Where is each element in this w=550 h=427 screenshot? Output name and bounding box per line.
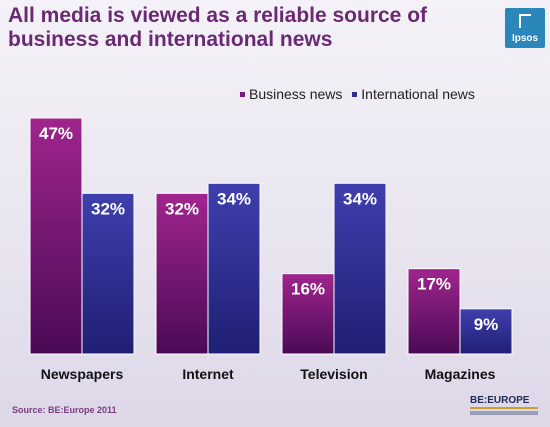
ipsos-logo-mark-icon [519,14,531,28]
bar-label-international-internet: 34% [217,189,251,208]
be-europe-logo-text: BE:EUROPE [470,395,530,406]
bar-label-business-magazines: 17% [417,275,451,294]
category-label-television: Television [300,366,367,382]
chart-title-line-2: business and international news [8,28,333,51]
bar-label-business-internet: 32% [165,199,199,218]
chart-title: All media is viewed as a reliable source… [8,4,488,52]
bar-business-magazines [407,268,461,355]
bar-business-internet [155,192,209,355]
legend-swatch-business [240,91,245,97]
source-note: Source: BE:Europe 2011 [12,405,117,415]
bar-international-television [333,182,387,355]
bar-business-newspapers [29,117,83,355]
legend-item-business: Business news [240,86,342,102]
chart-title-line-1: All media is viewed as a reliable source… [8,4,428,27]
category-label-magazines: Magazines [425,366,496,382]
bar-label-international-magazines: 9% [474,315,499,334]
ipsos-logo-text: Ipsos [511,33,539,44]
legend-label-business: Business news [249,86,343,102]
be-europe-logo: BE:EUROPE [470,395,546,423]
bars: 47% 32% 32% 34% 16% 34% 17% 9% [29,117,513,355]
legend: Business news International news [240,86,481,102]
bar-label-international-television: 34% [343,189,377,208]
bar-international-newspapers [81,192,135,355]
category-labels: Newspapers Internet Television Magazines [41,366,496,382]
legend-label-international: International news [361,86,475,102]
bar-label-business-newspapers: 47% [39,124,73,143]
category-label-newspapers: Newspapers [41,366,124,382]
category-label-internet: Internet [182,366,234,382]
bar-international-magazines [459,308,513,355]
be-europe-logo-rule [470,407,538,409]
bar-label-business-television: 16% [291,280,325,299]
legend-swatch-international [352,91,358,97]
bar-international-internet [207,182,261,355]
be-europe-logo-stripe [470,411,538,415]
ipsos-logo: Ipsos [505,8,545,48]
bar-label-international-newspapers: 32% [91,199,125,218]
bar-business-television [281,273,335,355]
legend-item-international: International news [352,86,475,102]
